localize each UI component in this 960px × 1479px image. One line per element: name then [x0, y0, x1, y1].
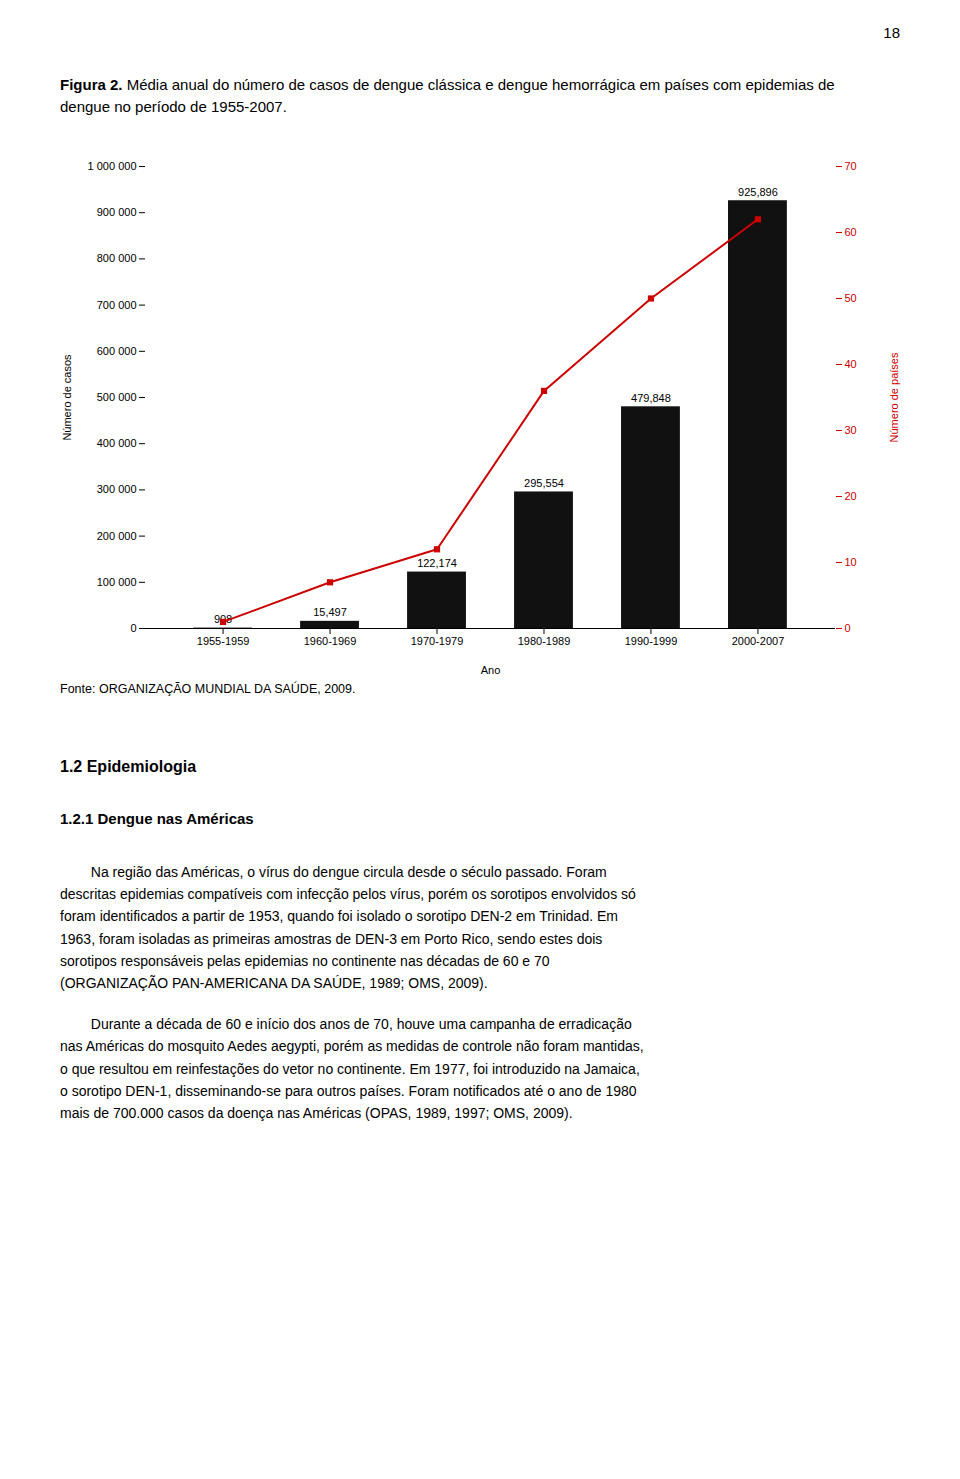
- html-text:Durante a década de 60 e iníci: Durante a década de 60 e início dos anos…: [60, 1015, 644, 1122]
- svg-text:400 000: 400 000: [97, 437, 137, 449]
- svg-text:1955-1959: 1955-1959: [197, 635, 250, 647]
- svg-text:122,174: 122,174: [417, 557, 457, 569]
- svg-text:300 000: 300 000: [97, 483, 137, 495]
- svg-text:0: 0: [845, 622, 851, 634]
- svg-text:700 000: 700 000: [97, 298, 137, 310]
- svg-text:479,848: 479,848: [631, 391, 671, 403]
- html-text:Na região das Américas, o víru: Na região das Américas, o vírus do dengu…: [60, 863, 636, 992]
- html-text:1.2.1 Dengue nas Américas: 1.2.1 Dengue nas Américas: [60, 809, 254, 827]
- svg-text:15,497: 15,497: [313, 606, 347, 618]
- svg-text:Número de casos: Número de casos: [61, 353, 73, 440]
- svg-text:70: 70: [845, 160, 857, 172]
- svg-text:Número de países: Número de países: [888, 352, 900, 442]
- svg-text:10: 10: [845, 556, 857, 568]
- svg-text:1970-1979: 1970-1979: [411, 635, 464, 647]
- svg-text:1960-1969: 1960-1969: [304, 635, 357, 647]
- svg-text:500 000: 500 000: [97, 391, 137, 403]
- svg-text:1990-1999: 1990-1999: [625, 635, 678, 647]
- html-text:Fonte: ORGANIZAÇÃO MUNDIAL DA: Fonte: ORGANIZAÇÃO MUNDIAL DA SAÚDE, 200…: [60, 681, 356, 696]
- html-text:18: 18: [883, 24, 900, 41]
- svg-text:925,896: 925,896: [738, 185, 778, 197]
- svg-text:50: 50: [845, 292, 857, 304]
- svg-text:900 000: 900 000: [97, 206, 137, 218]
- svg-text:200 000: 200 000: [97, 529, 137, 541]
- svg-text:800 000: 800 000: [97, 252, 137, 264]
- svg-text:1980-1989: 1980-1989: [518, 635, 571, 647]
- html-text:1.2 Epidemiologia: 1.2 Epidemiologia: [60, 757, 196, 775]
- svg-text:40: 40: [845, 358, 857, 370]
- svg-text:30: 30: [845, 424, 857, 436]
- svg-text:60: 60: [845, 226, 857, 238]
- svg-text:0: 0: [130, 622, 136, 634]
- svg-text:20: 20: [845, 490, 857, 502]
- html-text:Figura 2. Média anual do númer: Figura 2. Média anual do número de casos…: [60, 76, 835, 115]
- svg-text:2000-2007: 2000-2007: [732, 635, 785, 647]
- svg-text:Ano: Ano: [481, 663, 501, 675]
- svg-text:295,554: 295,554: [524, 476, 564, 488]
- svg-text:908: 908: [213, 612, 233, 625]
- svg-text:600 000: 600 000: [97, 344, 137, 356]
- svg-text:1 000 000: 1 000 000: [88, 160, 137, 172]
- svg-text:100 000: 100 000: [97, 575, 137, 587]
